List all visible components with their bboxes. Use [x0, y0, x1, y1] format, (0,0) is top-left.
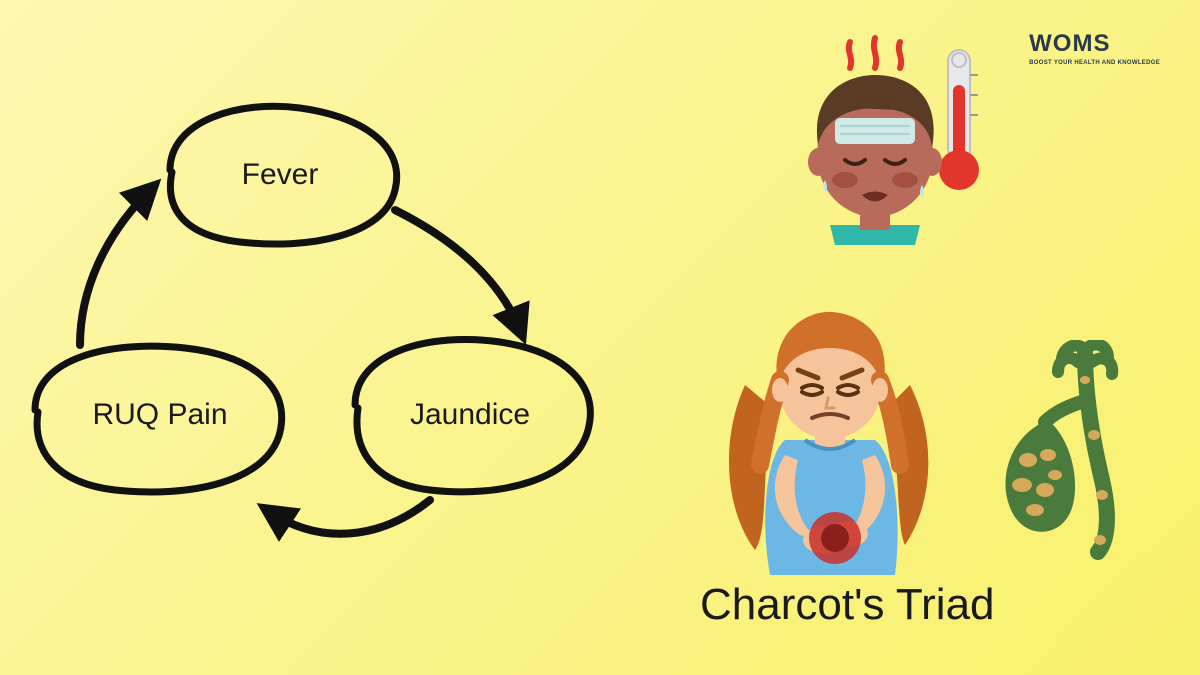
node-label-jaundice: Jaundice: [410, 398, 530, 432]
node-label-ruq: RUQ Pain: [92, 398, 227, 432]
logo-subtext: BOOST YOUR HEALTH AND KNOWLEDGE: [1029, 60, 1160, 66]
gallbladder-icon: [990, 340, 1160, 560]
triad-cycle-diagram: [0, 0, 1200, 675]
arrow-ruq-to-fever: [80, 190, 150, 345]
logo-text: WOMS: [1029, 30, 1160, 58]
arrow-fever-to-jaundice: [395, 210, 520, 330]
fever-person-icon: [780, 30, 990, 250]
arrow-jaundice-to-ruq: [270, 500, 430, 534]
diagram-title: Charcot's Triad: [700, 580, 995, 630]
node-label-fever: Fever: [242, 158, 319, 192]
pain-person-icon: [700, 290, 960, 580]
logo: WOMS BOOST YOUR HEALTH AND KNOWLEDGE: [1029, 30, 1160, 66]
